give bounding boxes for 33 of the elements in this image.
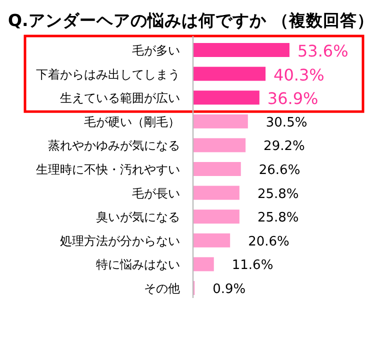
bar xyxy=(193,114,248,128)
data-label: 25.8% xyxy=(257,186,299,202)
data-label: 11.6% xyxy=(232,258,274,274)
bar xyxy=(193,43,290,57)
data-label: 30.5% xyxy=(266,115,308,130)
y-tick-label: 特に悩みはない xyxy=(96,258,180,272)
bar xyxy=(193,186,240,200)
data-label: 20.6% xyxy=(248,234,290,250)
y-tick-label: 蒸れやかゆみが気になる xyxy=(48,138,180,153)
data-label: 53.6% xyxy=(297,42,348,60)
y-tick-label: 生えている範囲が広い xyxy=(60,91,180,106)
y-tick-label: 毛が多い xyxy=(132,44,180,58)
data-label: 26.6% xyxy=(258,163,300,178)
bar xyxy=(193,138,246,152)
bar xyxy=(193,90,260,105)
data-label: 36.9% xyxy=(267,89,318,108)
bar xyxy=(193,210,240,224)
bar xyxy=(193,162,241,176)
y-tick-label: 毛が長い xyxy=(132,186,180,200)
data-label: 29.2% xyxy=(264,139,305,154)
bar xyxy=(193,257,214,272)
bar xyxy=(193,233,230,248)
data-label: 25.8% xyxy=(257,210,299,226)
chart-title: Q.アンダーヘアの悩みは何ですか （複数回答） xyxy=(8,11,368,30)
y-tick-label: 毛が硬い（剛毛） xyxy=(84,114,180,129)
bar xyxy=(193,66,266,81)
y-tick-label: 生理時に不快・汚れやすい xyxy=(36,162,180,176)
y-tick-label: その他 xyxy=(144,282,180,296)
data-label: 40.3% xyxy=(274,65,324,84)
y-tick-label: 下着からはみ出してしまう xyxy=(36,67,180,82)
y-tick-label: 処理方法が分からない xyxy=(60,234,180,248)
data-label: 0.9% xyxy=(212,282,246,297)
y-tick-label: 臭いが気になる xyxy=(96,210,180,224)
